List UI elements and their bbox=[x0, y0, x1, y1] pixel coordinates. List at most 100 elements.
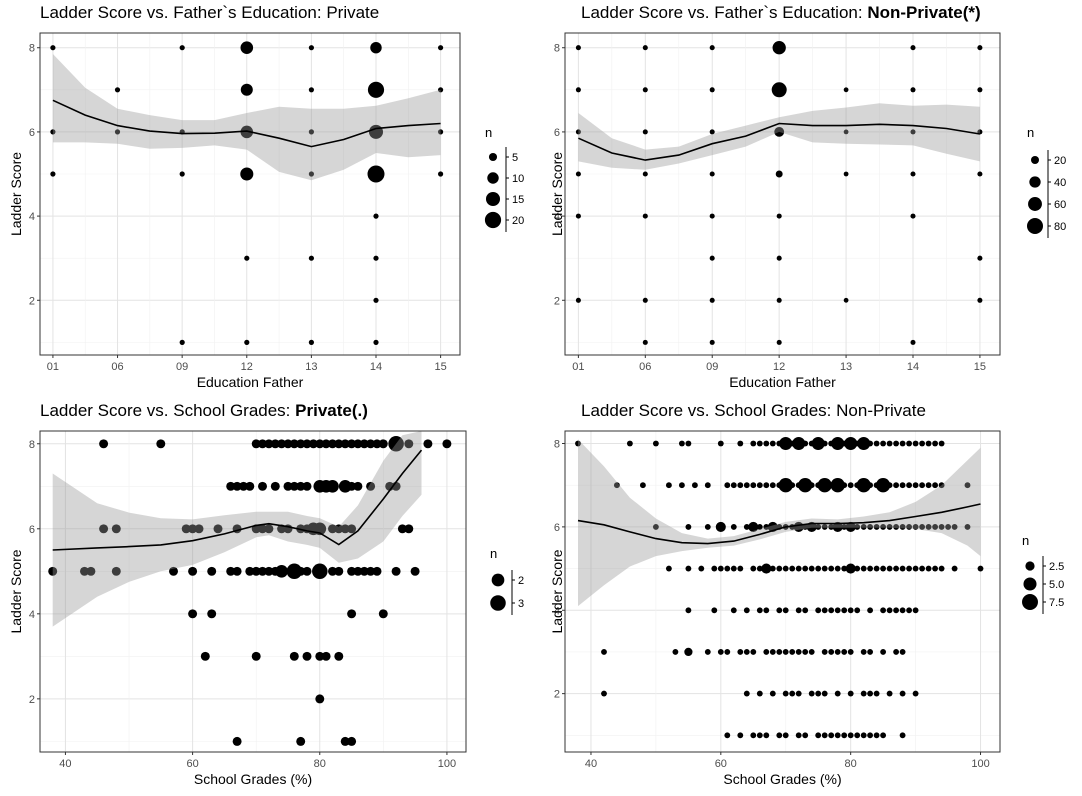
data-point bbox=[642, 213, 648, 219]
data-point bbox=[743, 648, 750, 655]
data-point bbox=[776, 732, 783, 739]
legend-label: 60 bbox=[1054, 199, 1066, 211]
data-point bbox=[910, 87, 916, 93]
points bbox=[48, 436, 452, 746]
data-point bbox=[442, 439, 452, 449]
chart-svg: 2 4 6 8 01 06 09 12 13 14 15 Education Father Ladder… bbox=[549, 32, 1066, 390]
legend-label: 80 bbox=[1054, 221, 1066, 233]
data-point bbox=[642, 129, 648, 135]
smooth-line bbox=[578, 122, 981, 161]
data-point bbox=[830, 478, 845, 493]
data-point bbox=[763, 648, 770, 655]
smooth-layer bbox=[52, 431, 423, 627]
data-point bbox=[828, 565, 835, 572]
data-point bbox=[328, 566, 337, 576]
grid bbox=[40, 33, 460, 355]
data-point bbox=[867, 732, 874, 739]
data-point bbox=[245, 566, 255, 576]
x-tick-label: 09 bbox=[176, 361, 188, 373]
data-point bbox=[808, 690, 815, 697]
data-point bbox=[815, 732, 822, 739]
data-point bbox=[763, 440, 770, 447]
data-point bbox=[828, 607, 835, 614]
data-point bbox=[575, 45, 581, 51]
data-point bbox=[750, 482, 757, 489]
x-axis-label: School Grades (%) bbox=[194, 771, 312, 787]
data-point bbox=[181, 524, 191, 534]
data-point bbox=[308, 45, 314, 51]
data-point bbox=[834, 732, 841, 739]
y-tick-label: 6 bbox=[554, 522, 560, 534]
y-tick-label: 8 bbox=[29, 439, 35, 451]
size-legend: n 2.5 5.0 7.5 bbox=[1022, 533, 1064, 614]
data-point bbox=[709, 339, 715, 345]
chart-title: Ladder Score vs. Father`s Education: Non… bbox=[581, 3, 981, 22]
data-point bbox=[854, 732, 861, 739]
data-point bbox=[880, 440, 887, 447]
points bbox=[575, 436, 984, 739]
data-point bbox=[200, 651, 210, 661]
data-point bbox=[367, 81, 385, 98]
data-point bbox=[678, 440, 685, 447]
smooth-line bbox=[577, 503, 981, 545]
data-point bbox=[893, 565, 900, 572]
y-tick-label: 8 bbox=[29, 43, 35, 55]
data-point bbox=[338, 479, 352, 493]
data-point bbox=[750, 648, 757, 655]
axes: 2 4 6 8 40 60 80 100 School Grades (%) Ladder Sco… bbox=[549, 439, 990, 787]
data-point bbox=[302, 439, 312, 449]
data-point bbox=[798, 478, 813, 493]
data-point bbox=[750, 732, 757, 739]
data-point bbox=[601, 690, 607, 697]
data-point bbox=[367, 165, 385, 183]
axes: 2 4 6 8 01 06 09 12 13 14 15 Education Father Ladder… bbox=[549, 43, 986, 390]
data-point bbox=[834, 565, 841, 572]
data-point bbox=[899, 523, 906, 530]
chart-panel-4: Ladder Score vs. School Grades: Non-Priv… bbox=[541, 398, 1082, 796]
data-point bbox=[919, 482, 926, 489]
data-point bbox=[737, 440, 744, 447]
data-point bbox=[359, 566, 369, 576]
data-point bbox=[156, 439, 166, 449]
data-point bbox=[795, 565, 802, 572]
y-axis-label: Ladder Score bbox=[8, 152, 24, 236]
data-point bbox=[347, 524, 357, 534]
data-point bbox=[258, 524, 267, 534]
data-point bbox=[910, 129, 916, 135]
data-point bbox=[251, 566, 261, 576]
legend-title: n bbox=[485, 125, 492, 140]
data-point bbox=[232, 566, 242, 576]
data-point bbox=[258, 566, 267, 576]
data-point bbox=[817, 478, 832, 493]
data-point bbox=[795, 732, 802, 739]
data-point bbox=[750, 565, 757, 572]
data-point bbox=[841, 607, 848, 614]
y-axis-label: Ladder Score bbox=[549, 152, 565, 236]
legend-key bbox=[1026, 217, 1044, 235]
legend-key bbox=[485, 191, 501, 207]
data-point bbox=[779, 436, 793, 451]
data-point bbox=[232, 481, 242, 491]
data-point bbox=[831, 436, 845, 451]
y-tick-label: 2 bbox=[29, 295, 35, 307]
data-point bbox=[665, 482, 672, 489]
data-point bbox=[925, 523, 932, 530]
data-point bbox=[873, 565, 880, 572]
data-point bbox=[286, 563, 303, 580]
data-point bbox=[925, 482, 932, 489]
data-point bbox=[841, 523, 848, 530]
data-point bbox=[906, 482, 913, 489]
legend-label: 2 bbox=[518, 575, 524, 587]
y-tick-label: 6 bbox=[29, 127, 35, 139]
data-point bbox=[951, 565, 958, 572]
data-point bbox=[867, 523, 874, 530]
data-point bbox=[845, 563, 856, 574]
data-point bbox=[893, 440, 900, 447]
data-point bbox=[880, 565, 887, 572]
data-point bbox=[334, 566, 344, 576]
data-point bbox=[778, 478, 793, 493]
data-point bbox=[743, 690, 750, 697]
data-point bbox=[782, 565, 789, 572]
data-point bbox=[179, 171, 185, 177]
data-point bbox=[912, 690, 919, 697]
